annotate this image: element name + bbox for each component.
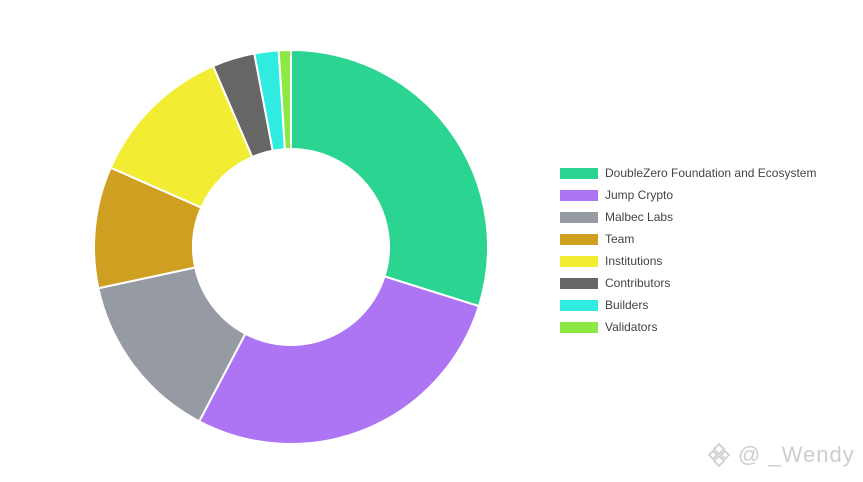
legend-swatch: [560, 189, 598, 201]
legend-item-1[interactable]: Jump Crypto: [560, 184, 816, 206]
legend-label: Team: [605, 232, 635, 246]
legend-item-4[interactable]: Institutions: [560, 250, 816, 272]
legend-label: Builders: [605, 298, 649, 312]
legend-label: Validators: [605, 320, 658, 334]
legend-swatch: [560, 211, 598, 223]
watermark-text: @ _Wendy: [738, 442, 855, 467]
legend-swatch: [560, 255, 598, 267]
legend-item-6[interactable]: Builders: [560, 294, 816, 316]
legend-label: Malbec Labs: [605, 210, 674, 224]
legend-label: Jump Crypto: [605, 188, 674, 202]
legend-swatch: [560, 233, 598, 245]
watermark: @ _Wendy: [706, 442, 855, 468]
legend-swatch: [560, 299, 598, 311]
binance-diamond-icon: [707, 442, 731, 468]
legend-item-0[interactable]: DoubleZero Foundation and Ecosystem: [560, 162, 816, 184]
donut-slices: [93, 48, 489, 445]
legend-item-5[interactable]: Contributors: [560, 272, 816, 294]
legend-item-7[interactable]: Validators: [560, 316, 816, 338]
legend-swatch: [560, 167, 598, 179]
slice-0[interactable]: [290, 48, 489, 308]
legend-item-2[interactable]: Malbec Labs: [560, 206, 816, 228]
chart-legend: DoubleZero Foundation and Ecosystem Jump …: [560, 162, 816, 338]
legend-item-3[interactable]: Team: [560, 228, 816, 250]
legend-label: DoubleZero Foundation and Ecosystem: [605, 166, 817, 180]
legend-swatch: [560, 277, 598, 289]
legend-swatch: [560, 321, 598, 333]
slice-1[interactable]: [197, 275, 481, 445]
legend-label: Institutions: [605, 254, 663, 268]
slice-7[interactable]: [277, 48, 292, 151]
legend-label: Contributors: [605, 276, 671, 290]
